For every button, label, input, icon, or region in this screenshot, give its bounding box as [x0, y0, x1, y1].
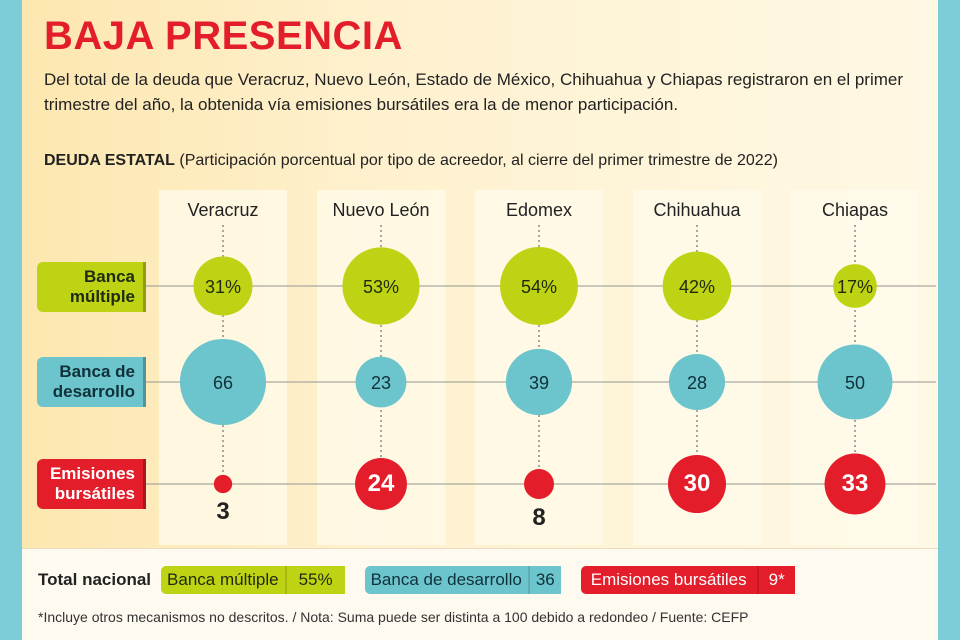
bubble	[817, 344, 893, 420]
pill-value: 36	[527, 566, 561, 594]
bubble	[193, 256, 253, 316]
bubble-value: 66	[213, 373, 233, 393]
pill-name: Banca de desarrollo	[370, 570, 522, 589]
column-header: Edomex	[506, 200, 572, 220]
totals-area	[22, 548, 938, 640]
bubble	[524, 469, 554, 499]
bubble-value: 28	[687, 373, 707, 393]
bubble	[355, 458, 407, 510]
bubble	[824, 453, 886, 515]
bubble-value: 33	[842, 470, 869, 497]
bubble	[668, 353, 726, 411]
bubble-value: 39	[529, 373, 549, 393]
bubble-value: 50	[845, 373, 865, 393]
bubble-value: 31%	[205, 277, 241, 297]
total-banca-desarrollo: Banca de desarrollo 36	[364, 566, 561, 594]
bubble-value: 23	[371, 373, 391, 393]
column-header: Veracruz	[187, 200, 258, 220]
bubble-chart: Veracruz Nuevo León Edomex Chihuahua Chiapas…	[146, 190, 936, 545]
label-line: desarrollo	[52, 382, 135, 401]
pill-value: 55%	[284, 566, 345, 594]
total-emisiones: Emisiones bursátiles 9*	[580, 566, 795, 594]
bubble-value: 54%	[521, 277, 557, 297]
bubble	[662, 251, 732, 321]
column-header: Nuevo León	[332, 200, 429, 220]
bubble-value: 17%	[837, 277, 873, 297]
column-header: Chihuahua	[653, 200, 741, 220]
bubble-value: 8	[532, 504, 545, 531]
bubble	[833, 264, 877, 308]
footnote: *Incluye otros mecanismos no descritos. …	[38, 609, 749, 625]
bubble	[667, 454, 727, 514]
bubble-value: 3	[216, 498, 229, 525]
bubble-value: 42%	[679, 277, 715, 297]
row-label-banca-desarrollo: Banca de desarrollo	[37, 357, 146, 407]
page-title: BAJA PRESENCIA	[44, 14, 403, 58]
bubble	[500, 247, 578, 325]
total-label: Total nacional	[38, 570, 152, 589]
bubble	[505, 348, 573, 416]
bubble-value: 53%	[363, 277, 399, 297]
pill-value: 9*	[756, 566, 795, 594]
pill-name: Banca múltiple	[167, 570, 279, 589]
bubble	[179, 338, 267, 426]
label-line: Emisiones	[49, 464, 135, 483]
total-banca-multiple: Banca múltiple 55%	[161, 566, 345, 594]
bubble-value: 30	[684, 470, 711, 497]
row-label-emisiones: Emisiones bursátiles	[37, 459, 146, 509]
label-line: Banca	[83, 267, 135, 286]
bubble	[355, 356, 407, 408]
row-label-banca-multiple: Banca múltiple	[37, 262, 146, 312]
label-line: Banca de	[59, 362, 135, 381]
total-nacional: Total nacional Banca múltiple 55% Banca d…	[38, 566, 795, 594]
bubble	[342, 247, 420, 325]
column-header: Chiapas	[822, 200, 888, 220]
intro-text: Del total de la deuda que Veracruz, Nuev…	[44, 70, 904, 114]
bubble	[213, 474, 233, 494]
label-line: múltiple	[69, 287, 135, 306]
subtitle-bold: DEUDA ESTATAL	[44, 152, 175, 169]
subtitle-rest: (Participación porcentual por tipo de ac…	[174, 152, 778, 169]
bubble-value: 24	[368, 470, 395, 497]
pill-name: Emisiones bursátiles	[590, 570, 747, 589]
chart-subtitle: DEUDA ESTATAL (Participación porcentual …	[44, 152, 778, 170]
label-line: bursátiles	[54, 484, 135, 503]
